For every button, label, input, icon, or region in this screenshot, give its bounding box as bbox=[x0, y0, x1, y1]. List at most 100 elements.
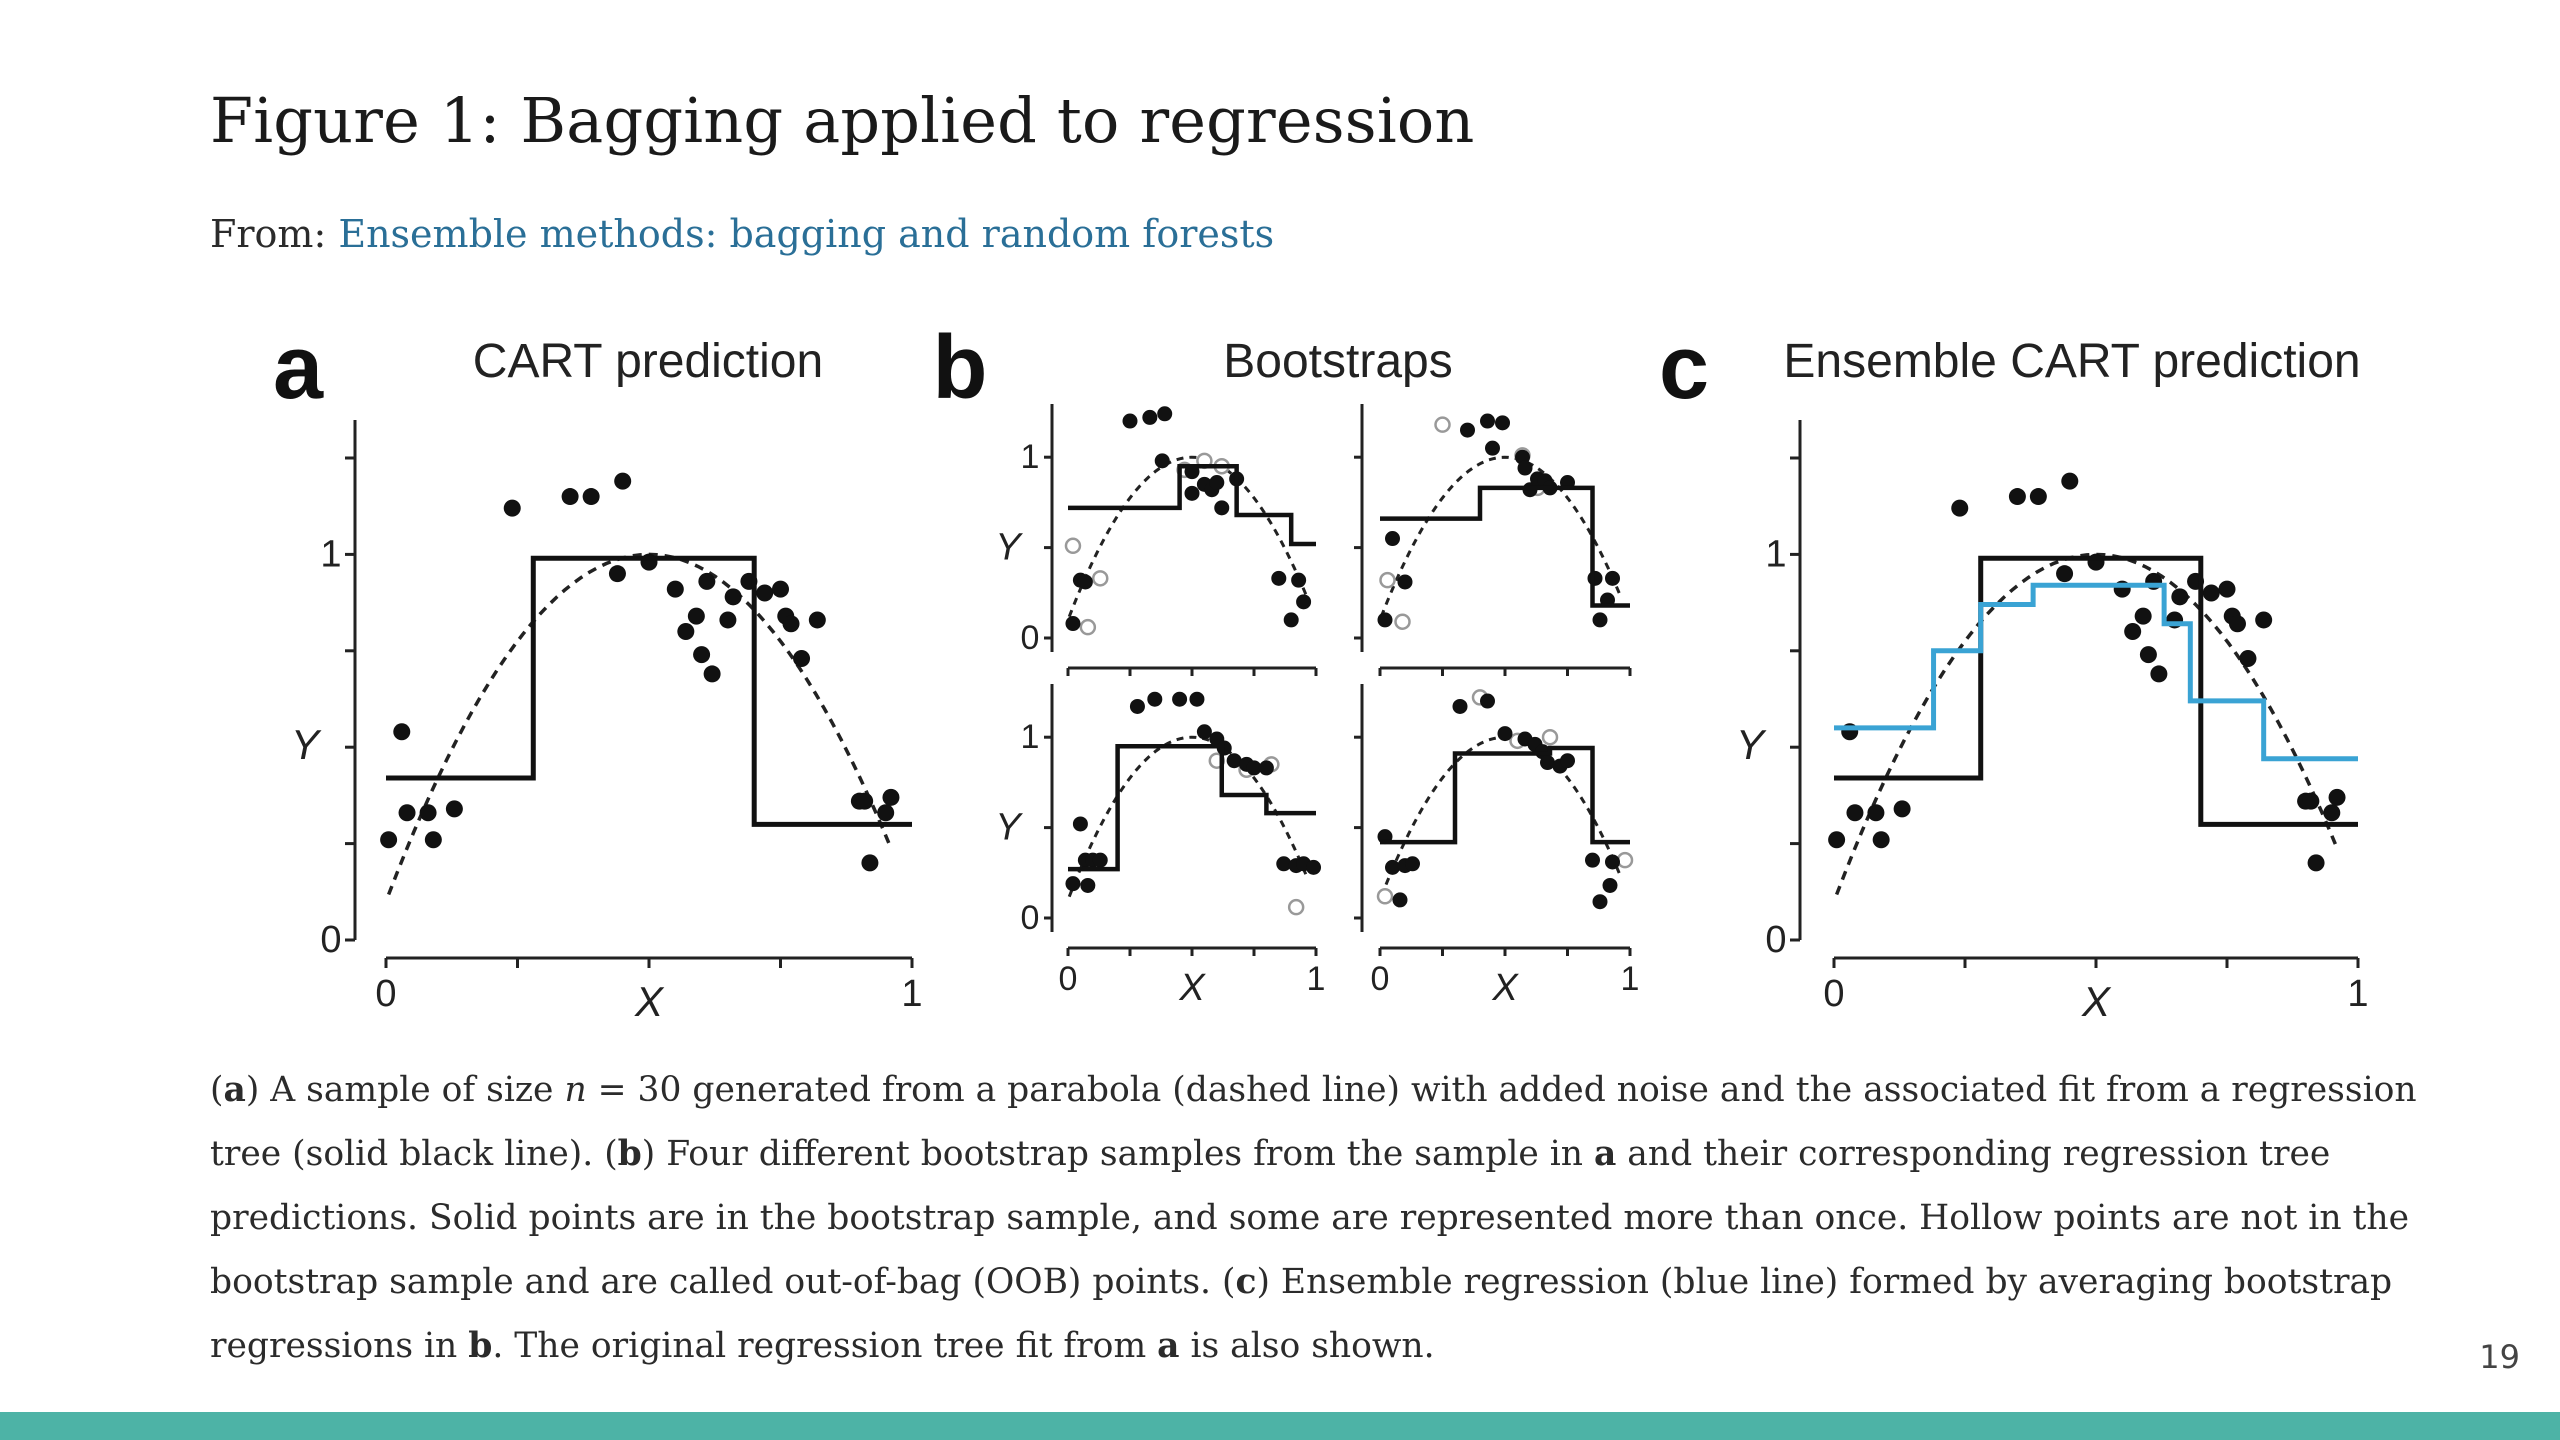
data-point bbox=[724, 588, 742, 606]
y-axis-label: Y bbox=[995, 527, 1023, 569]
data-point bbox=[856, 792, 874, 810]
data-point bbox=[424, 831, 442, 849]
bootstrap-solid-point bbox=[1077, 574, 1093, 590]
caption-c-label: c bbox=[1235, 1262, 1257, 1302]
bootstrap-solid-point bbox=[1196, 724, 1212, 740]
bootstrap-solid-point bbox=[1147, 691, 1163, 707]
bootstrap-solid-point bbox=[1485, 440, 1500, 456]
caption-text: is also shown. bbox=[1179, 1326, 1435, 1366]
data-point bbox=[2171, 588, 2189, 606]
bootstrap-solid-point bbox=[1306, 859, 1322, 875]
parabola-dashed-line bbox=[1379, 735, 1622, 898]
data-point bbox=[582, 488, 600, 506]
bootstrap-solid-point bbox=[1592, 894, 1608, 910]
data-point bbox=[2202, 584, 2220, 602]
y-axis-label: Y bbox=[1736, 721, 1767, 768]
bootstrap-solid-point bbox=[1385, 859, 1400, 875]
bootstrap-solid-point bbox=[1065, 876, 1081, 892]
data-point bbox=[756, 584, 774, 602]
bootstrap-solid-point bbox=[1540, 755, 1555, 771]
oob-hollow-point bbox=[1064, 537, 1082, 555]
bootstrap-solid-point bbox=[1276, 856, 1292, 872]
bootstrap-solid-point bbox=[1271, 570, 1287, 586]
ensemble-blue-fit bbox=[1834, 582, 2358, 762]
data-point bbox=[2134, 607, 2152, 625]
oob-hollow-point bbox=[1091, 570, 1109, 587]
panel-letter-c: c bbox=[1659, 320, 1709, 418]
panel-letter-b: b bbox=[933, 320, 988, 418]
x-axis-label: X bbox=[1491, 967, 1519, 1009]
x-tick-label-1: 1 bbox=[1621, 960, 1640, 998]
data-point bbox=[380, 831, 398, 849]
data-point bbox=[1828, 831, 1846, 849]
page-number: 19 bbox=[2479, 1338, 2520, 1376]
bootstrap-solid-point bbox=[1296, 594, 1312, 610]
source-line: From: Ensemble methods: bagging and rand… bbox=[210, 212, 1274, 256]
data-point bbox=[614, 472, 632, 490]
x-tick-label-0: 0 bbox=[375, 973, 396, 1015]
bootstrap-solid-point bbox=[1405, 856, 1420, 872]
panel-a-title: CART prediction bbox=[473, 335, 823, 388]
data-point bbox=[719, 611, 737, 629]
source-article-link[interactable]: Ensemble methods: bagging and random for… bbox=[338, 212, 1275, 256]
bootstrap-solid-point bbox=[1065, 616, 1081, 632]
caption-ref-a2: a bbox=[1157, 1326, 1180, 1366]
data-point bbox=[2328, 788, 2346, 806]
data-point bbox=[2218, 580, 2236, 598]
bootstrap-tree-fit bbox=[1380, 745, 1630, 845]
from-prefix: From: bbox=[210, 212, 339, 256]
caption-text: ) Ensemble regression (blue line) formed… bbox=[210, 1262, 2393, 1366]
bootstrap-solid-point bbox=[1605, 570, 1620, 586]
data-point bbox=[393, 723, 411, 741]
bootstrap-tree-fit bbox=[1068, 743, 1316, 872]
bootstrap-solid-point bbox=[1452, 698, 1468, 714]
data-point bbox=[608, 565, 626, 583]
bootstrap-solid-point bbox=[1480, 693, 1495, 709]
oob-hollow-point bbox=[1541, 728, 1559, 746]
bootstrap-solid-point bbox=[1495, 415, 1510, 431]
bootstrap-tree-fit bbox=[1380, 485, 1630, 608]
data-point bbox=[1951, 499, 1969, 517]
x-axis-label: X bbox=[634, 978, 665, 1025]
y-axis-label: Y bbox=[995, 807, 1023, 849]
bootstrap-solid-point bbox=[1283, 612, 1299, 628]
oob-hollow-point bbox=[1287, 898, 1305, 916]
data-point bbox=[861, 854, 879, 872]
data-point bbox=[2228, 615, 2246, 633]
x-tick-label-0: 0 bbox=[1371, 960, 1390, 998]
data-point bbox=[2255, 611, 2273, 629]
data-point bbox=[503, 499, 521, 517]
caption-n-var: n bbox=[564, 1070, 587, 1110]
bootstrap-solid-point bbox=[1246, 760, 1262, 776]
data-point bbox=[677, 623, 695, 641]
figure-caption: (a) A sample of size n = 30 generated fr… bbox=[210, 1070, 2417, 1366]
bagging-figure: a CART prediction 0 1 0 1 X Yb Bootstraps 0 1 Y 0 1 Y 0… bbox=[273, 320, 2369, 1025]
caption-a-label: a bbox=[223, 1070, 246, 1110]
data-point bbox=[772, 580, 789, 598]
bootstrap-tree-fit bbox=[1068, 463, 1316, 547]
y-tick-label-0: 0 bbox=[1021, 899, 1040, 937]
parabola-dashed-line bbox=[1067, 735, 1308, 898]
bootstrap-solid-point bbox=[1092, 852, 1108, 868]
data-point bbox=[2150, 665, 2168, 683]
y-axis-label: Y bbox=[291, 721, 322, 768]
bootstrap-solid-point bbox=[1122, 413, 1138, 429]
data-point bbox=[687, 607, 705, 625]
bootstrap-solid-point bbox=[1154, 453, 1170, 469]
caption-text: . The original regression tree fit from bbox=[492, 1326, 1158, 1366]
panel-b-title: Bootstraps bbox=[1223, 335, 1452, 388]
data-point bbox=[782, 615, 800, 633]
data-point bbox=[1893, 800, 1911, 818]
y-tick-label-1: 1 bbox=[320, 533, 341, 575]
caption-text: ) Four different bootstrap samples from … bbox=[641, 1134, 1594, 1174]
caption-text: and their corresponding regression tree … bbox=[210, 1134, 2410, 1302]
data-point bbox=[698, 572, 716, 590]
data-point bbox=[693, 646, 711, 664]
data-point bbox=[2302, 792, 2320, 810]
data-point bbox=[2323, 804, 2341, 822]
regression-tree-fit bbox=[386, 555, 912, 827]
x-tick-label-1: 1 bbox=[2347, 973, 2368, 1015]
bootstrap-solid-point bbox=[1602, 877, 1618, 893]
bootstrap-solid-point bbox=[1172, 691, 1188, 707]
bottom-accent-bar bbox=[0, 1412, 2560, 1440]
